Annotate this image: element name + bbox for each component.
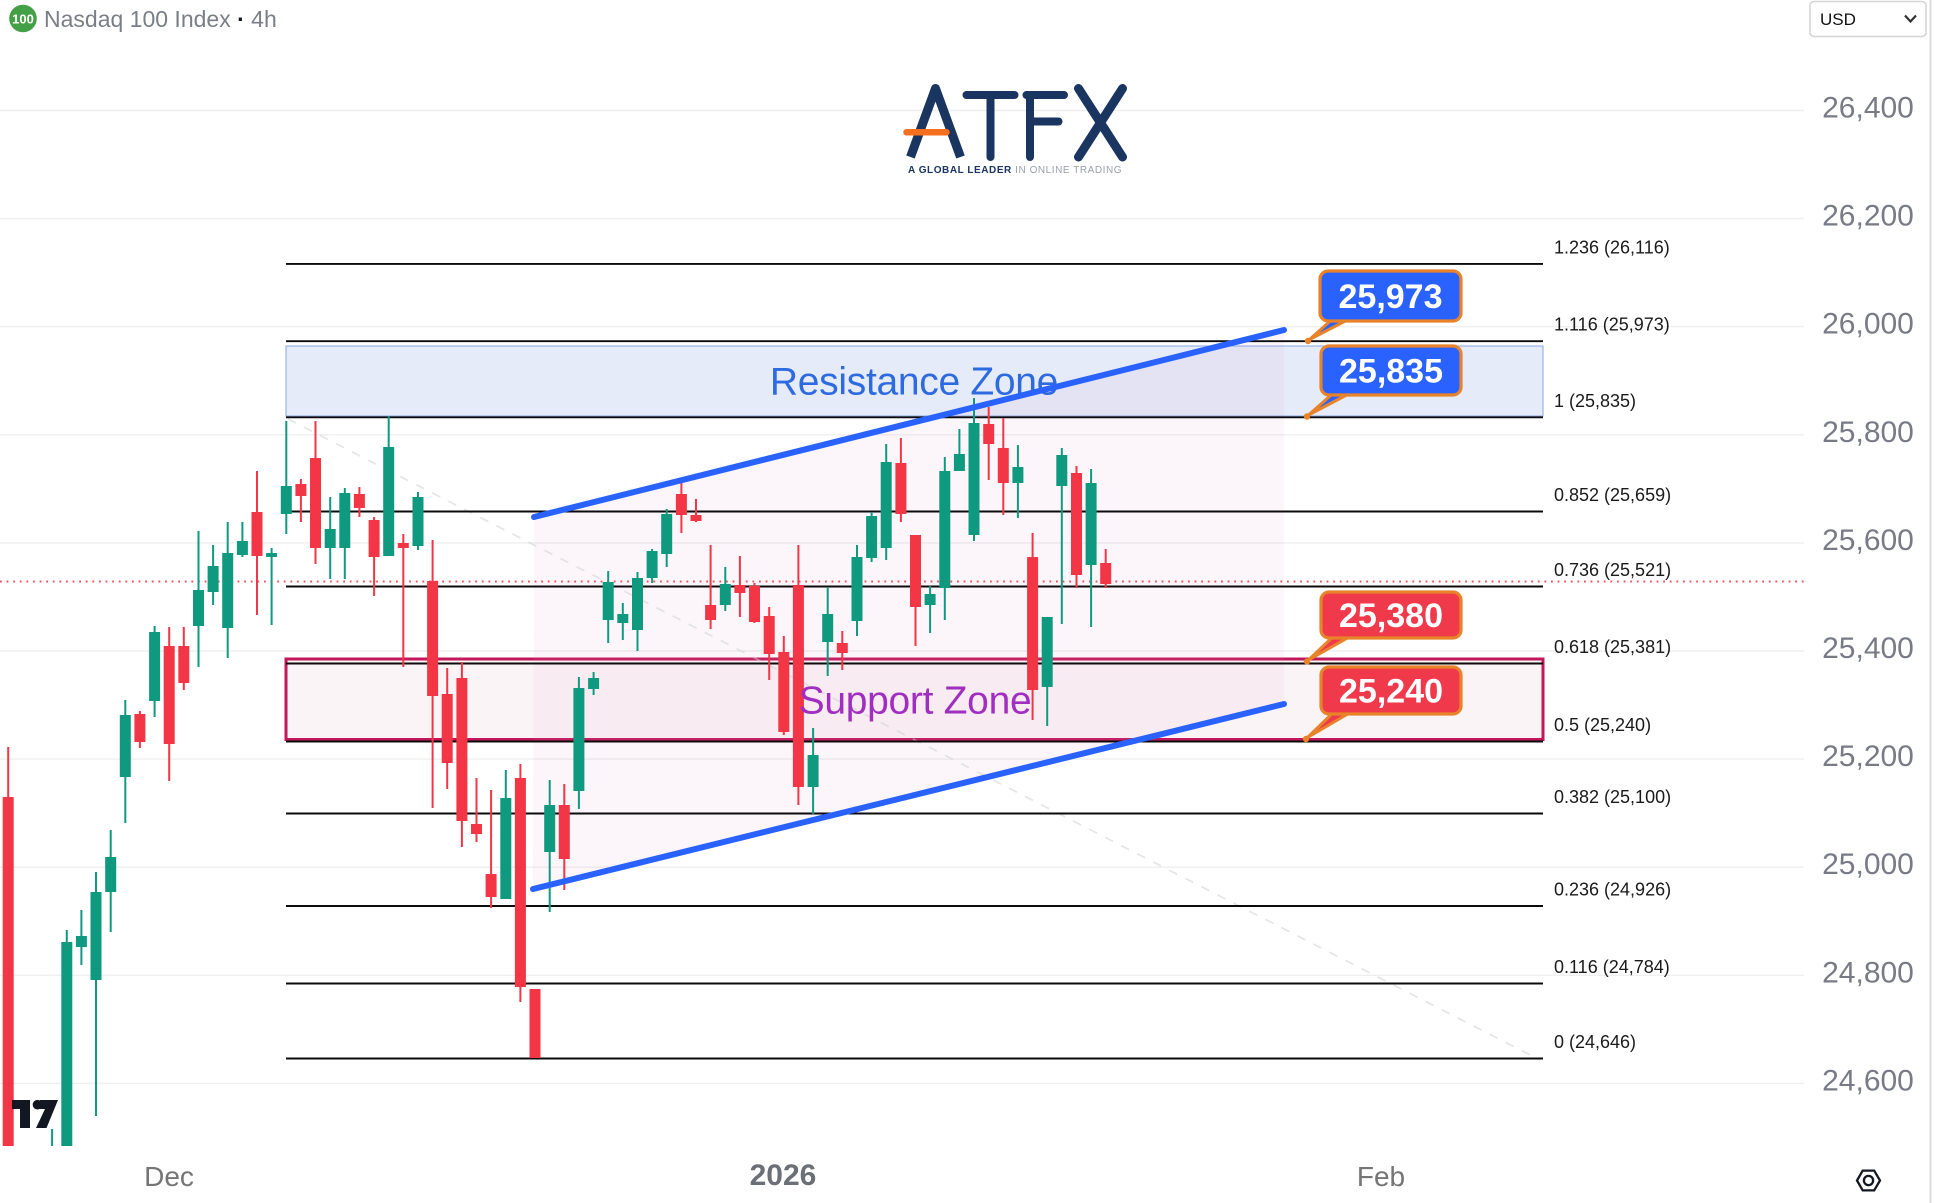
svg-text:0.736 (25,521): 0.736 (25,521) bbox=[1554, 560, 1671, 580]
svg-text:100: 100 bbox=[12, 12, 34, 27]
svg-text:Support Zone: Support Zone bbox=[799, 680, 1032, 723]
svg-text:25,973: 25,973 bbox=[1339, 278, 1443, 316]
svg-text:0.236 (24,926): 0.236 (24,926) bbox=[1554, 880, 1671, 900]
svg-text:1.236 (26,116): 1.236 (26,116) bbox=[1554, 237, 1670, 257]
svg-text:0.5 (25,240): 0.5 (25,240) bbox=[1554, 715, 1651, 735]
svg-text:26,200: 26,200 bbox=[1822, 200, 1914, 233]
svg-text:25,000: 25,000 bbox=[1822, 848, 1914, 881]
svg-text:25,240: 25,240 bbox=[1339, 673, 1443, 711]
svg-text:Dec: Dec bbox=[144, 1161, 194, 1192]
svg-text:0.382 (25,100): 0.382 (25,100) bbox=[1554, 787, 1671, 807]
svg-text:1.116 (25,973): 1.116 (25,973) bbox=[1554, 315, 1670, 335]
svg-text:25,600: 25,600 bbox=[1822, 524, 1914, 557]
svg-text:0.116 (24,784): 0.116 (24,784) bbox=[1554, 957, 1670, 977]
svg-text:Nasdaq 100 Index · 4h: Nasdaq 100 Index · 4h bbox=[44, 6, 277, 32]
svg-text:26,000: 26,000 bbox=[1822, 308, 1914, 341]
svg-text:24,600: 24,600 bbox=[1822, 1064, 1914, 1097]
svg-text:25,800: 25,800 bbox=[1822, 416, 1914, 449]
svg-text:25,400: 25,400 bbox=[1822, 632, 1914, 665]
svg-text:A GLOBAL LEADER IN ONLINE TRAD: A GLOBAL LEADER IN ONLINE TRADING bbox=[908, 165, 1122, 176]
svg-text:25,835: 25,835 bbox=[1339, 353, 1443, 391]
svg-text:2026: 2026 bbox=[750, 1159, 817, 1192]
svg-text:0.852 (25,659): 0.852 (25,659) bbox=[1554, 485, 1671, 505]
svg-text:0.618 (25,381): 0.618 (25,381) bbox=[1554, 637, 1671, 657]
svg-text:24,800: 24,800 bbox=[1822, 956, 1914, 989]
svg-text:Feb: Feb bbox=[1357, 1161, 1405, 1192]
svg-text:1 (25,835): 1 (25,835) bbox=[1554, 391, 1636, 411]
svg-text:25,200: 25,200 bbox=[1822, 740, 1914, 773]
svg-text:USD: USD bbox=[1820, 10, 1856, 29]
svg-text:0 (24,646): 0 (24,646) bbox=[1554, 1032, 1636, 1052]
svg-text:26,400: 26,400 bbox=[1822, 92, 1914, 125]
svg-text:25,380: 25,380 bbox=[1339, 597, 1443, 635]
